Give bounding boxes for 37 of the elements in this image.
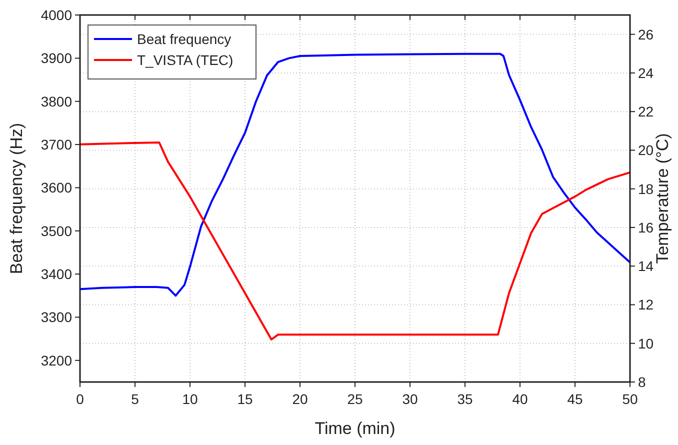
y-tick-label: 3500	[40, 222, 72, 239]
y-tick-label: 4000	[40, 7, 72, 23]
y2-tick-label: 8	[638, 374, 646, 390]
x-tick-label: 10	[182, 391, 198, 407]
x-tick-label: 30	[402, 391, 418, 407]
y-tick-label: 3300	[40, 309, 72, 326]
x-tick-label: 50	[622, 391, 638, 407]
x-tick-label: 25	[347, 391, 363, 407]
x-tick-label: 0	[76, 391, 84, 407]
y-tick-label: 3800	[40, 93, 72, 110]
y-tick-label: 3600	[40, 180, 72, 196]
y2-tick-label: 12	[638, 296, 654, 313]
line-series	[79, 141, 631, 341]
y-axis-title: Beat frequency (Hz)	[7, 122, 26, 274]
y2-tick-label: 22	[638, 104, 654, 120]
legend-label: Beat frequency	[137, 31, 232, 47]
y-tick-label: 3400	[40, 266, 72, 282]
x-tick-label: 20	[292, 391, 308, 407]
y2-tick-label: 24	[638, 64, 654, 81]
y2-tick-label: 18	[638, 180, 654, 197]
y2-tick-label: 26	[638, 26, 654, 42]
y2-tick-label: 10	[638, 335, 654, 352]
x-tick-label: 45	[567, 391, 583, 407]
y2-tick-label: 16	[638, 219, 654, 236]
y2-tick-label: 20	[638, 142, 654, 158]
x-axis-title: Time (min)	[314, 419, 396, 438]
line-series	[79, 52, 631, 297]
x-tick-label: 5	[131, 391, 140, 407]
y-tick-label: 3900	[40, 50, 72, 66]
y-tick-label: 3200	[40, 352, 72, 368]
x-tick-label: 15	[237, 391, 253, 407]
x-tick-label: 35	[457, 391, 473, 407]
x-tick-label: 40	[512, 391, 528, 407]
legend-label: T_VISTA (TEC)	[137, 52, 234, 68]
y2-tick-label: 14	[638, 258, 654, 274]
y-tick-label: 3700	[40, 136, 72, 153]
y2-axis-title: Temperature (°C)	[653, 133, 672, 264]
